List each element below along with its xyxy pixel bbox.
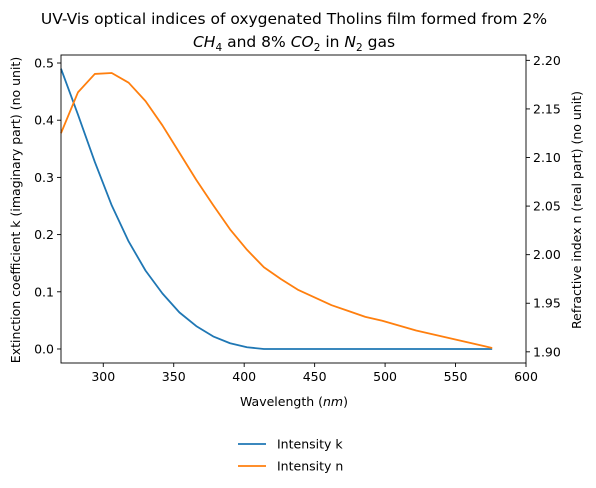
axis-ticks: 300 350 400 450 500 550 600 0.0 0.1 0.2 0.3 0.4 0.5 1… <box>34 53 561 384</box>
legend-label-k: Intensity k <box>277 437 343 452</box>
x-tick-label: 500 <box>373 369 397 384</box>
plot-frame <box>60 54 527 364</box>
x-tick-label: 350 <box>162 369 186 384</box>
y-right-tick-label: 2.10 <box>533 150 561 165</box>
y-left-tick-label: 0.3 <box>34 170 54 185</box>
y-left-tick-label: 0.0 <box>34 341 54 356</box>
chart-title-line2: CH4 and 8% CO2 in N2 gas <box>193 33 395 54</box>
y-right-tick-label: 2.00 <box>533 247 561 262</box>
x-tick-label: 400 <box>232 369 256 384</box>
x-tick-label: 550 <box>444 369 468 384</box>
series-line-n <box>60 72 493 349</box>
y-right-tick-label: 2.20 <box>533 53 561 68</box>
y-left-tick-label: 0.2 <box>34 227 54 242</box>
y-axis-label-right: Refractive index n (real part) (no unit) <box>569 91 584 329</box>
chart-title-line1: UV-Vis optical indices of oxygenated Tho… <box>41 10 547 28</box>
series-line-k <box>60 68 493 350</box>
x-tick-label: 300 <box>91 369 115 384</box>
y-right-tick-label: 1.90 <box>533 344 561 359</box>
x-tick-label: 600 <box>514 369 538 384</box>
y-left-tick-label: 0.4 <box>34 113 54 128</box>
plot-lines <box>60 68 493 350</box>
y-right-tick-label: 1.95 <box>533 296 561 311</box>
y-axis-label-left: Extinction coefficient k (imaginary part… <box>8 57 23 363</box>
y-left-tick-label: 0.1 <box>34 284 54 299</box>
y-right-tick-label: 2.15 <box>533 101 561 116</box>
legend: Intensity k Intensity n <box>238 437 343 474</box>
y-right-tick-label: 2.05 <box>533 199 561 214</box>
y-left-tick-label: 0.5 <box>34 56 54 71</box>
x-axis-label: Wavelength (nm) <box>240 394 348 409</box>
x-tick-label: 450 <box>303 369 327 384</box>
legend-label-n: Intensity n <box>277 459 343 474</box>
